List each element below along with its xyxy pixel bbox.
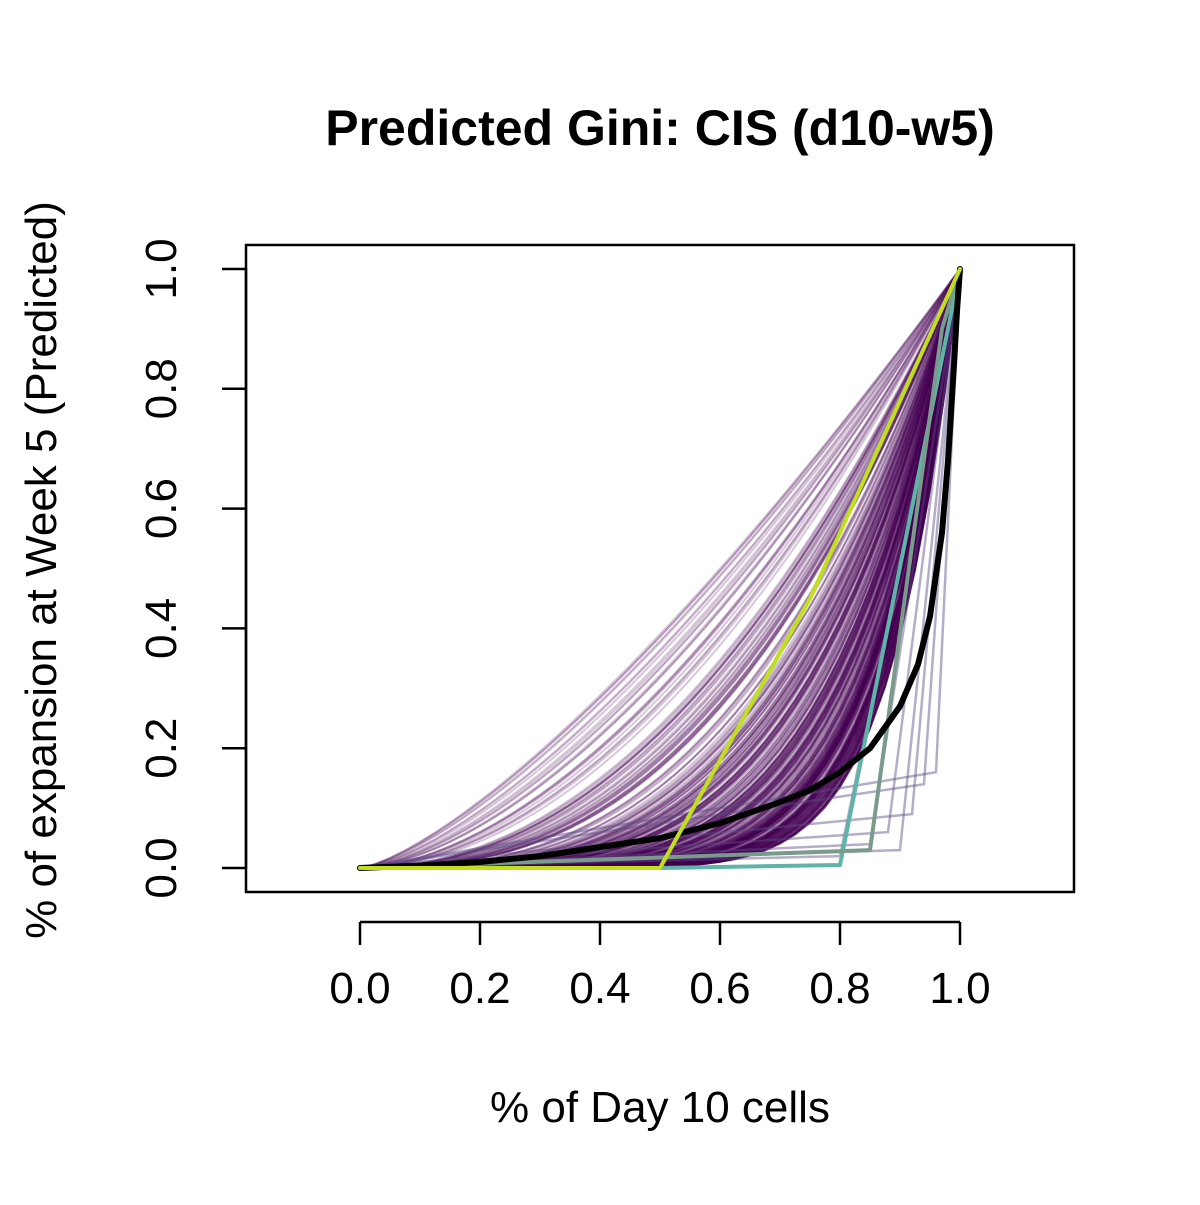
simulated-curve [359, 268, 961, 869]
series-line-2 [358, 267, 962, 870]
simulated-curve [359, 268, 961, 869]
simulated-step-curve [359, 268, 962, 870]
simulated-curve [359, 268, 961, 869]
series-line-3 [357, 266, 963, 871]
y-tick-label: 0.4 [137, 598, 186, 659]
x-tick-label: 1.0 [929, 964, 990, 1013]
x-tick-label: 0.8 [809, 964, 870, 1013]
simulated-curve [359, 268, 961, 869]
x-axis-label: % of Day 10 cells [490, 1083, 830, 1132]
simulated-curve [359, 268, 961, 869]
x-tick-label: 0.0 [329, 964, 390, 1013]
series-line-4 [358, 267, 962, 870]
simulated-curve [359, 268, 961, 869]
simulated-curve [359, 268, 961, 869]
y-axis: 0.0 0.2 0.4 0.6 0.8 1.0 [137, 238, 248, 899]
simulated-curves [359, 268, 962, 870]
highlight-series [357, 266, 963, 871]
simulated-curve [359, 268, 961, 869]
simulated-curve [359, 268, 961, 869]
chart-title: Predicted Gini: CIS (d10-w5) [325, 100, 995, 156]
simulated-curve [359, 268, 961, 869]
simulated-curve [359, 268, 961, 869]
simulated-curve [359, 268, 961, 869]
simulated-curve [359, 268, 961, 869]
simulated-curve [359, 268, 961, 869]
simulated-curve [359, 268, 961, 869]
x-tick-label: 0.4 [569, 964, 630, 1013]
y-tick-label: 0.2 [137, 718, 186, 779]
simulated-curve [359, 268, 961, 869]
simulated-curve [359, 268, 961, 869]
simulated-curve [359, 268, 961, 869]
simulated-curve [359, 268, 961, 869]
x-tick-label: 0.2 [449, 964, 510, 1013]
y-tick-label: 0.6 [137, 478, 186, 539]
simulated-curve [360, 268, 961, 869]
simulated-curve [360, 268, 961, 869]
simulated-curve [359, 268, 961, 869]
x-axis: 0.0 0.2 0.4 0.6 0.8 1.0 [329, 920, 991, 1013]
simulated-curve [359, 268, 961, 869]
y-axis-label: % of expansion at Week 5 (Predicted) [17, 201, 66, 939]
simulated-curve [359, 268, 961, 869]
simulated-curve [359, 268, 961, 869]
y-tick-label: 0.8 [137, 358, 186, 419]
simulated-curve [359, 268, 961, 869]
simulated-curve [359, 268, 961, 869]
x-tick-label: 0.6 [689, 964, 750, 1013]
simulated-curve [359, 268, 961, 869]
simulated-curve [359, 268, 961, 869]
simulated-curve [359, 268, 961, 869]
simulated-curve [359, 268, 961, 869]
simulated-curve [359, 268, 961, 869]
simulated-curve [359, 268, 961, 869]
simulated-curve [359, 268, 961, 869]
simulated-curve [359, 268, 961, 869]
simulated-curve [359, 268, 961, 869]
simulated-curve [359, 268, 961, 869]
y-tick-label: 0.0 [137, 837, 186, 898]
simulated-curve [359, 268, 961, 869]
simulated-curve [359, 268, 961, 869]
y-tick-label: 1.0 [137, 238, 186, 299]
simulated-curve [359, 268, 961, 869]
simulated-curve [359, 268, 961, 869]
simulated-curve [359, 268, 961, 869]
simulated-curve [359, 268, 961, 869]
